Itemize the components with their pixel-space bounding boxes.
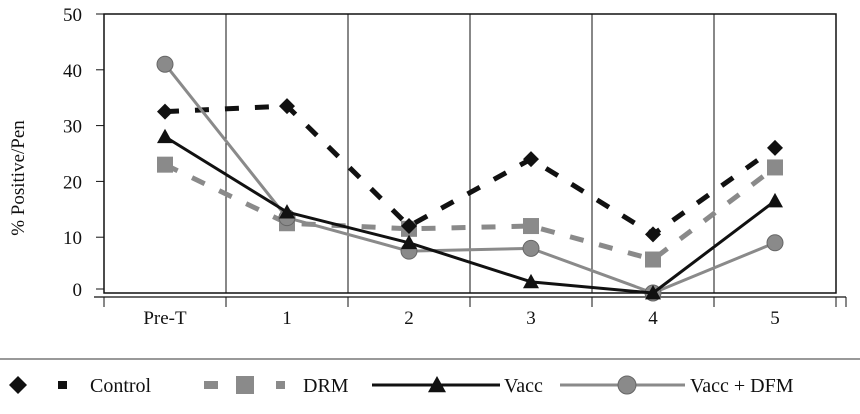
data-point-circle [522,239,540,257]
legend-label: Vacc [504,375,543,397]
data-point-diamond [9,376,27,394]
x-tick-label: 1 [282,308,292,329]
data-point-diamond [157,103,173,120]
series-drm [157,156,783,268]
series-line [164,135,776,295]
y-tick-label: 10 [63,228,82,249]
y-axis-title: % Positive/Pen [8,120,29,236]
legend-label: Vacc + DFM [690,375,794,397]
legend-dash [204,381,218,389]
x-tick-label: 4 [648,308,658,329]
data-point-diamond [767,139,783,156]
data-point-circle [617,375,637,395]
legend-item-control: Control [9,375,152,397]
legend-dash [58,381,67,389]
data-point-square [236,376,254,394]
series-vacc [157,128,783,300]
x-tick-label: 5 [770,308,780,329]
legend-label: DRM [303,375,349,397]
data-point-square [157,156,173,173]
tick-labels: 0 10 20 30 40 50 Pre-T 1 2 3 4 5 [63,5,780,329]
data-point-triangle [767,192,783,208]
legend-item-drm: DRM [204,375,349,397]
data-point-circle [766,234,784,252]
data-point-triangle [645,285,661,300]
y-tick-label: 50 [63,5,82,26]
data-point-triangle [523,273,539,289]
legend-item-vacc: Vacc [372,375,543,397]
data-point-square [767,159,783,176]
x-tick-label: 2 [404,308,414,329]
y-tick-label: 0 [73,280,83,301]
data-point-triangle [428,376,446,393]
axes [94,13,847,307]
data-point-triangle [157,128,173,144]
series-group [156,55,784,302]
y-tick-label: 40 [63,61,82,82]
series-line [163,63,776,295]
y-tick-label: 20 [63,172,82,193]
x-tick-label: Pre-T [143,308,187,329]
data-point-diamond [523,151,539,168]
data-point-square [645,251,661,268]
y-tick-label: 30 [63,117,82,138]
series-control [157,98,783,243]
x-tick-label: 3 [526,308,536,329]
legend-label: Control [90,375,152,397]
series-line [164,103,777,237]
legend: Control DRM Vacc Vacc + DFM [9,375,794,397]
data-point-triangle [401,234,417,250]
data-point-triangle [279,204,295,219]
data-point-diamond [279,98,295,115]
data-point-diamond [401,218,417,235]
legend-dash [276,381,285,389]
data-point-circle [156,55,174,73]
data-point-square [523,218,539,235]
data-point-diamond [645,226,661,243]
legend-item-vacc-dfm: Vacc + DFM [560,375,794,397]
